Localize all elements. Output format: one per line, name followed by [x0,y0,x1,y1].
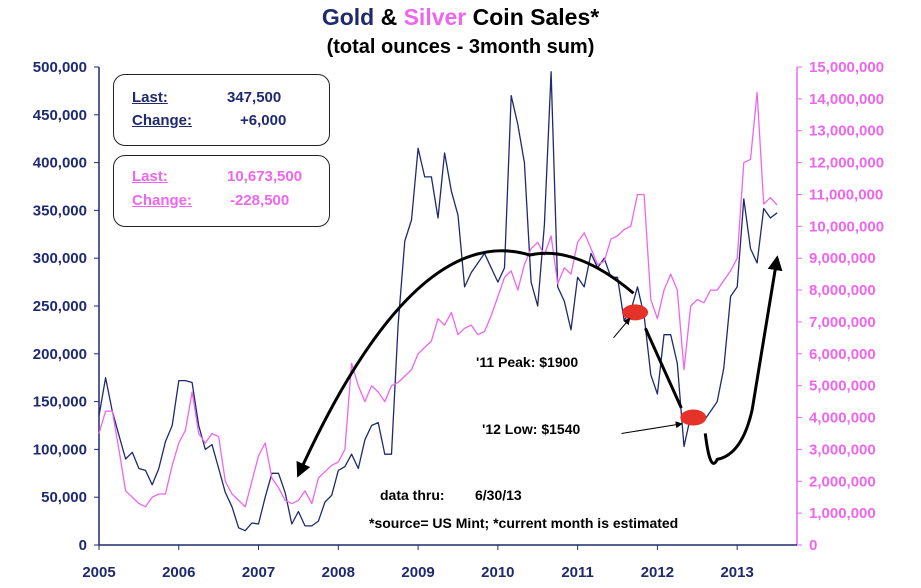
low-label: '12 Low: $1540 [482,421,581,437]
right-tick-label: 8,000,000 [809,282,876,299]
right-tick-label: 6,000,000 [809,346,876,363]
gold-change-label: Change: [132,112,192,129]
left-tick-label: 450,000 [33,107,87,124]
silver-change-value: -228,500 [230,192,290,209]
title-silver: Silver [403,4,467,30]
left-tick-label: 50,000 [41,489,87,506]
left-tick-label: 100,000 [33,441,87,458]
right-tick-label: 2,000,000 [809,473,876,490]
gold-last-value: 347,500 [227,89,282,106]
silver-info-box: Last: 10,673,500 Change: -228,500 [113,155,330,227]
title-rest: Coin Sales* [466,4,600,30]
gold-last-label: Last: [132,89,168,106]
right-tick-label: 1,000,000 [809,505,876,522]
gold-change-value: +6,000 [240,112,287,129]
source-note: *source= US Mint; *current month is esti… [369,515,679,531]
right-tick-label: 5,000,000 [809,378,876,395]
x-tick-label: 2008 [322,564,355,581]
trend-arc-arrow [296,249,635,478]
x-tick-label: 2013 [720,564,753,581]
title-gold: Gold [321,4,375,30]
x-tick-label: 2007 [242,564,275,581]
data-thru-value: 6/30/13 [475,487,522,503]
x-tick-label: 2005 [82,564,115,581]
title-amp: & [374,4,404,30]
series-line-gold [98,71,778,532]
right-tick-label: 11,000,000 [809,186,883,203]
left-tick-label: 350,000 [33,202,87,219]
left-tick-label: 250,000 [33,298,87,315]
x-tick-label: 2009 [401,564,434,581]
x-tick-label: 2012 [641,564,674,581]
chart-subtitle: (total ounces - 3month sum) [326,36,595,58]
right-tick-label: 7,000,000 [809,314,876,331]
silver-last-label: Last: [132,168,168,185]
right-tick-label: 10,000,000 [809,218,884,235]
pointer-arrow [621,421,683,434]
right-tick-label: 0 [809,537,817,554]
silver-last-value: 10,673,500 [227,168,303,185]
right-tick-label: 13,000,000 [809,123,884,140]
left-tick-label: 0 [79,537,87,554]
left-tick-label: 400,000 [33,155,87,172]
pointer-arrow [613,317,631,339]
price-marker [622,304,649,321]
data-thru-label: data thru: [380,487,445,503]
left-tick-label: 300,000 [33,250,87,267]
right-tick-label: 12,000,000 [809,155,884,172]
series-line-silver [98,91,778,508]
right-tick-label: 14,000,000 [809,91,884,108]
decline-arrow [644,327,683,409]
gold-info-box: Last: 347,500 Change: +6,000 [113,74,330,146]
left-tick-label: 150,000 [33,394,87,411]
right-tick-label: 3,000,000 [809,441,876,458]
x-tick-label: 2011 [561,564,594,581]
peak-label: '11 Peak: $1900 [476,354,579,370]
right-tick-label: 15,000,000 [809,59,884,76]
rebound-arrow [703,255,783,465]
x-tick-label: 2010 [481,564,514,581]
left-tick-label: 200,000 [33,346,87,363]
price-marker [680,409,707,426]
right-tick-label: 4,000,000 [809,410,876,427]
x-tick-label: 2006 [162,564,195,581]
silver-change-label: Change: [132,192,192,209]
chart-title: Gold & Silver Coin Sales* [0,4,921,31]
right-tick-label: 9,000,000 [809,250,876,267]
left-tick-label: 500,000 [33,59,87,76]
